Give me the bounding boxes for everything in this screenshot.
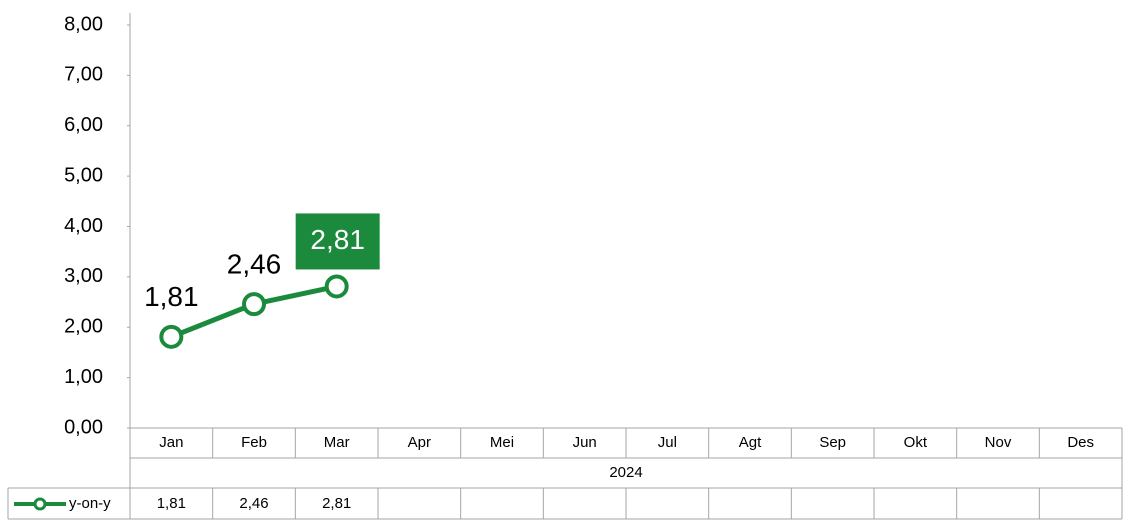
category-group: 2024 xyxy=(609,464,642,481)
x-tick-label: Sep xyxy=(819,434,846,451)
legend-label: y-on-y xyxy=(69,495,111,512)
x-tick-label: Nov xyxy=(985,434,1012,451)
y-tick-label: 6,00 xyxy=(64,114,103,136)
y-tick-label: 3,00 xyxy=(64,265,103,287)
y-tick-label: 5,00 xyxy=(64,164,103,186)
x-tick-label: Apr xyxy=(408,434,431,451)
x-tick-label: Okt xyxy=(904,434,928,451)
x-tick-label: Mar xyxy=(324,434,350,451)
x-tick-label: Feb xyxy=(241,434,267,451)
x-tick-label: Mei xyxy=(490,434,514,451)
table-value: 2,81 xyxy=(322,495,351,512)
x-tick-label: Jul xyxy=(658,434,677,451)
y-tick-label: 0,00 xyxy=(64,416,103,438)
x-tick-label: Agt xyxy=(739,434,762,451)
data-label: 1,81 xyxy=(144,281,199,312)
y-tick-label: 1,00 xyxy=(64,366,103,388)
table-value: 2,46 xyxy=(239,495,268,512)
label-box xyxy=(295,213,380,270)
y-tick-label: 7,00 xyxy=(64,64,103,86)
point xyxy=(324,274,349,299)
y-tick-label: 2,00 xyxy=(64,316,103,338)
x-tick-label: Jan xyxy=(159,434,183,451)
legend-marker xyxy=(33,497,47,511)
table-value: 1,81 xyxy=(157,495,186,512)
point xyxy=(242,292,266,317)
data-label: 2,46 xyxy=(227,248,282,279)
y-tick-label: 4,00 xyxy=(64,215,103,237)
data-label: 2,81 xyxy=(310,224,365,255)
point xyxy=(159,324,184,349)
x-tick-label: Jun xyxy=(573,434,597,451)
y-tick-label: 8,00 xyxy=(64,13,103,35)
x-tick-label: Des xyxy=(1067,434,1094,451)
